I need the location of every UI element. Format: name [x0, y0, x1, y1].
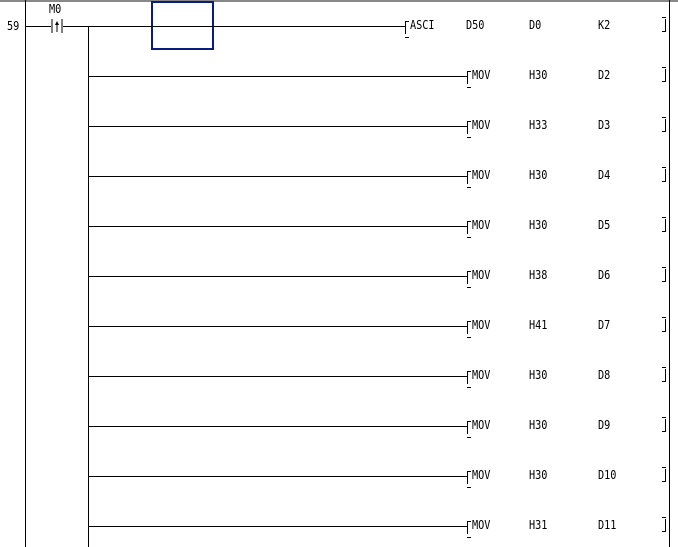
instruction-op[interactable]: MOV [472, 268, 491, 282]
instruction-op[interactable]: MOV [472, 468, 491, 482]
instruction-operand[interactable]: D3 [598, 118, 611, 132]
instruction-bracket-open [467, 321, 471, 338]
rung-wire [88, 376, 467, 377]
instruction-bracket-close [662, 367, 666, 382]
instruction-operand[interactable]: D50 [466, 18, 485, 32]
instruction-bracket-close [662, 317, 666, 332]
instruction-bracket-close [662, 417, 666, 432]
instruction-operand[interactable]: H31 [529, 518, 548, 532]
instruction-operand[interactable]: D4 [598, 168, 611, 182]
left-power-rail [25, 0, 26, 547]
instruction-operand[interactable]: D5 [598, 218, 611, 232]
instruction-op[interactable]: MOV [472, 118, 491, 132]
rung-wire [88, 226, 467, 227]
instruction-bracket-close [662, 267, 666, 282]
right-power-rail [669, 0, 670, 547]
instruction-bracket-close [662, 67, 666, 82]
instruction-bracket-open [467, 221, 471, 238]
instruction-operand[interactable]: H30 [529, 368, 548, 382]
instruction-operand[interactable]: H30 [529, 68, 548, 82]
instruction-bracket-close [662, 217, 666, 232]
instruction-operand[interactable]: H41 [529, 318, 548, 332]
rung-wire [88, 126, 467, 127]
rung-wire [88, 326, 467, 327]
instruction-op[interactable]: MOV [472, 318, 491, 332]
rung-wire [25, 26, 51, 27]
rung-wire [88, 76, 467, 77]
instruction-operand[interactable]: H30 [529, 418, 548, 432]
instruction-bracket-open [467, 121, 471, 138]
instruction-bracket-close [662, 17, 666, 32]
instruction-bracket-open [467, 271, 471, 288]
instruction-operand[interactable]: H33 [529, 118, 548, 132]
selection-cursor [151, 1, 214, 50]
branch-line [88, 26, 89, 547]
instruction-operand[interactable]: D10 [598, 468, 617, 482]
instruction-operand[interactable]: H38 [529, 268, 548, 282]
instruction-op[interactable]: ASCI [410, 18, 435, 32]
rising-edge-contact-icon[interactable] [51, 19, 63, 33]
instruction-operand[interactable]: H30 [529, 218, 548, 232]
instruction-bracket-open [467, 471, 471, 488]
instruction-operand[interactable]: K2 [598, 18, 611, 32]
instruction-bracket-open [467, 171, 471, 188]
instruction-bracket-close [662, 517, 666, 532]
instruction-op[interactable]: MOV [472, 418, 491, 432]
instruction-bracket-open [467, 71, 471, 88]
instruction-bracket-close [662, 167, 666, 182]
rung-wire [88, 176, 467, 177]
rung-wire [63, 26, 88, 27]
contact-device-label: M0 [49, 2, 62, 16]
instruction-op[interactable]: MOV [472, 68, 491, 82]
instruction-bracket-open [467, 521, 471, 538]
rung-wire [88, 526, 467, 527]
step-number: 59 [7, 19, 20, 33]
instruction-op[interactable]: MOV [472, 168, 491, 182]
instruction-op[interactable]: MOV [472, 218, 491, 232]
instruction-operand[interactable]: D6 [598, 268, 611, 282]
rung-wire [88, 426, 467, 427]
instruction-operand[interactable]: D8 [598, 368, 611, 382]
instruction-operand[interactable]: D2 [598, 68, 611, 82]
instruction-operand[interactable]: H30 [529, 468, 548, 482]
instruction-operand[interactable]: D9 [598, 418, 611, 432]
rung-wire [88, 476, 467, 477]
instruction-bracket-close [662, 467, 666, 482]
instruction-op[interactable]: MOV [472, 518, 491, 532]
instruction-operand[interactable]: H30 [529, 168, 548, 182]
instruction-bracket-open [405, 21, 409, 38]
rung-wire [88, 276, 467, 277]
rung-wire [63, 26, 405, 27]
instruction-operand[interactable]: D11 [598, 518, 617, 532]
instruction-bracket-open [467, 371, 471, 388]
top-border [0, 0, 678, 2]
instruction-operand[interactable]: D7 [598, 318, 611, 332]
instruction-op[interactable]: MOV [472, 368, 491, 382]
instruction-bracket-close [662, 117, 666, 132]
instruction-operand[interactable]: D0 [529, 18, 542, 32]
instruction-bracket-open [467, 421, 471, 438]
